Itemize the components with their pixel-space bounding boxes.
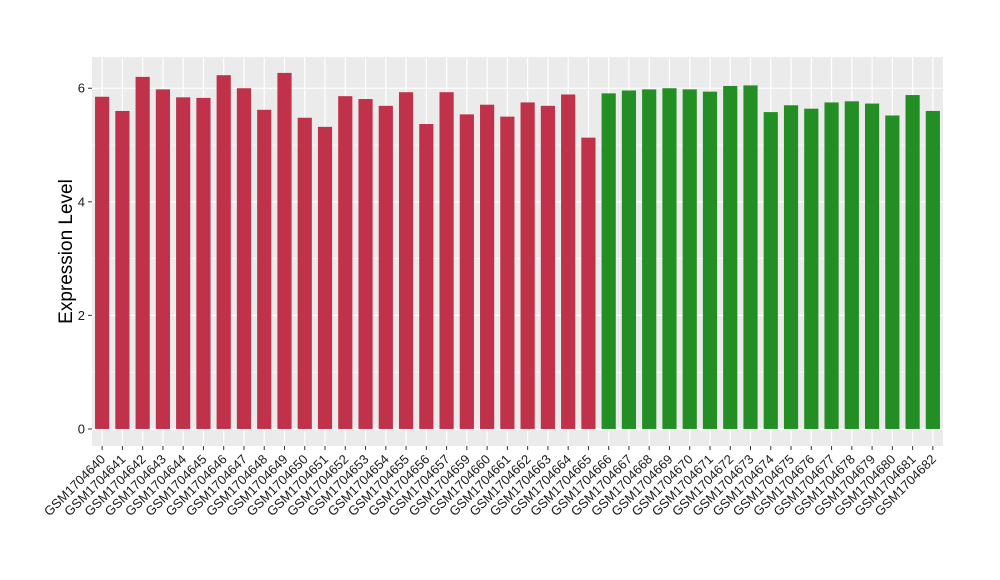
bar-GSM1704661 bbox=[500, 116, 515, 429]
x-axis: GSM1704640GSM1704641GSM1704642GSM1704643… bbox=[41, 446, 939, 519]
bar-GSM1704666 bbox=[601, 93, 616, 429]
bar-GSM1704665 bbox=[581, 137, 596, 429]
bar-GSM1704648 bbox=[257, 109, 272, 429]
bar-GSM1704645 bbox=[196, 97, 211, 429]
y-tick-label: 4 bbox=[78, 194, 85, 209]
bar-GSM1704641 bbox=[115, 110, 130, 429]
bar-GSM1704672 bbox=[723, 85, 738, 429]
bar-GSM1704670 bbox=[682, 89, 697, 429]
bar-GSM1704655 bbox=[398, 92, 414, 429]
y-tick-label: 2 bbox=[78, 308, 85, 323]
bar-GSM1704642 bbox=[135, 76, 150, 429]
bar-GSM1704681 bbox=[905, 95, 920, 429]
bar-GSM1704651 bbox=[317, 126, 333, 429]
bar-GSM1704662 bbox=[520, 102, 535, 429]
bar-GSM1704668 bbox=[642, 89, 657, 429]
bar-GSM1704646 bbox=[216, 75, 231, 429]
bar-GSM1704679 bbox=[864, 103, 880, 429]
bar-GSM1704644 bbox=[176, 97, 191, 429]
bar-GSM1704653 bbox=[358, 99, 373, 429]
y-axis-title: Expression Level bbox=[56, 179, 77, 324]
bar-GSM1704682 bbox=[925, 110, 940, 429]
y-axis: 0 2 4 6 bbox=[78, 81, 92, 436]
bar-GSM1704657 bbox=[439, 92, 454, 429]
bar-GSM1704676 bbox=[804, 108, 819, 429]
minor-gridlines bbox=[92, 144, 943, 373]
bar-GSM1704663 bbox=[540, 105, 555, 429]
bar-GSM1704647 bbox=[236, 88, 252, 429]
bar-GSM1704677 bbox=[824, 102, 839, 429]
bar-GSM1704650 bbox=[297, 117, 312, 429]
bar-GSM1704652 bbox=[338, 96, 353, 429]
bar-GSM1704680 bbox=[885, 115, 900, 429]
bar-GSM1704667 bbox=[621, 90, 637, 429]
plot-panel bbox=[92, 57, 943, 446]
y-tick-label: 0 bbox=[78, 421, 85, 436]
bar-GSM1704659 bbox=[459, 114, 474, 429]
bar-GSM1704674 bbox=[763, 112, 778, 429]
bar-GSM1704675 bbox=[783, 105, 799, 429]
bar-GSM1704660 bbox=[480, 104, 495, 429]
bar-GSM1704678 bbox=[844, 101, 859, 429]
bar-GSM1704673 bbox=[743, 85, 758, 429]
bars bbox=[95, 72, 940, 429]
bar-GSM1704671 bbox=[702, 91, 718, 429]
bar-GSM1704640 bbox=[95, 96, 110, 429]
y-tick-label: 6 bbox=[78, 81, 85, 96]
bar-GSM1704643 bbox=[155, 89, 171, 429]
bar-GSM1704654 bbox=[378, 105, 393, 429]
bar-GSM1704669 bbox=[662, 88, 677, 429]
bar-GSM1704656 bbox=[419, 124, 434, 429]
bar-GSM1704649 bbox=[277, 72, 292, 429]
bar-GSM1704664 bbox=[561, 94, 576, 429]
